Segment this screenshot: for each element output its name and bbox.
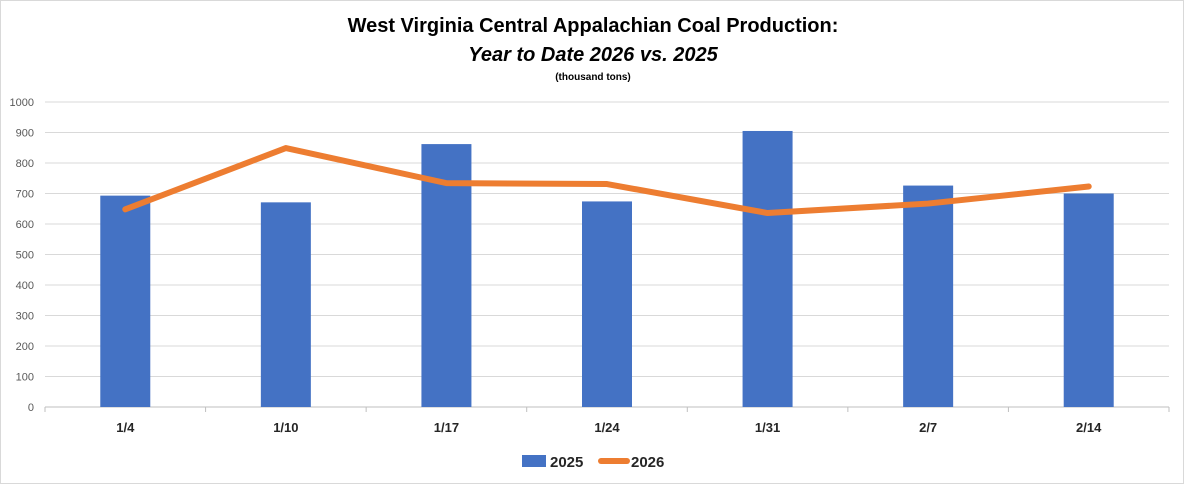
- bar-2025: [261, 202, 311, 407]
- x-tick-label: 1/17: [434, 420, 459, 435]
- y-tick-label: 600: [16, 219, 34, 231]
- bar-2025: [100, 196, 150, 407]
- y-tick-label: 900: [16, 128, 34, 140]
- y-tick-label: 700: [16, 189, 34, 201]
- legend-label-2026: 2026: [631, 454, 664, 471]
- bar-2025: [743, 131, 793, 407]
- y-tick-label: 100: [16, 372, 34, 384]
- y-tick-label: 200: [16, 341, 34, 353]
- bar-2025: [1064, 194, 1114, 408]
- x-tick-label: 1/24: [594, 420, 620, 435]
- y-tick-label: 300: [16, 311, 34, 323]
- legend-label-2025: 2025: [550, 454, 583, 471]
- y-tick-label: 500: [16, 250, 34, 262]
- y-tick-label: 0: [28, 402, 34, 414]
- x-tick-label: 2/7: [919, 420, 937, 435]
- y-tick-label: 400: [16, 280, 34, 292]
- bar-2025: [903, 186, 953, 407]
- y-tick-label: 800: [16, 158, 34, 170]
- x-tick-label: 2/14: [1076, 420, 1102, 435]
- x-tick-label: 1/31: [755, 420, 780, 435]
- y-tick-label: 1000: [10, 97, 34, 109]
- x-tick-label: 1/10: [273, 420, 298, 435]
- legend-swatch-2025: [522, 455, 546, 467]
- bar-2025: [582, 201, 632, 407]
- x-tick-label: 1/4: [116, 420, 135, 435]
